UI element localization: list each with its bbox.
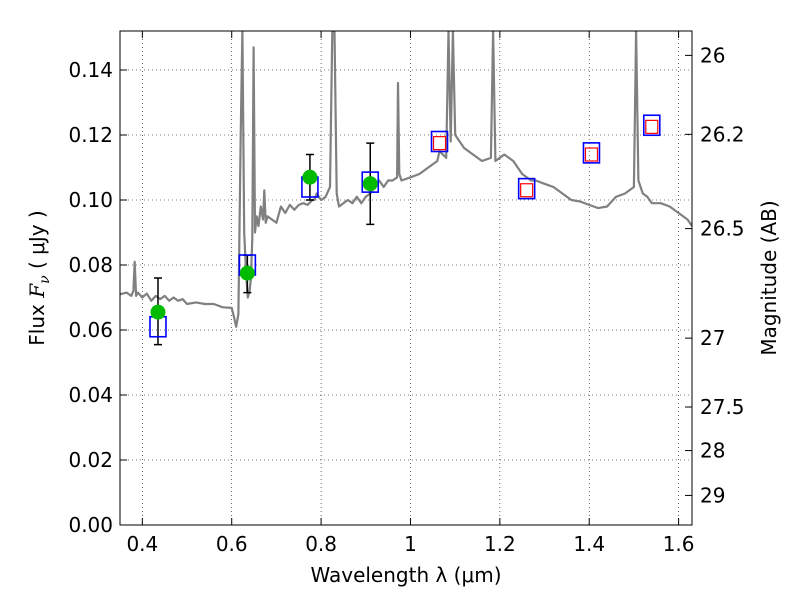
x-tick-label: 1.2 <box>484 532 516 556</box>
x-tick-label: 0.6 <box>216 532 248 556</box>
y2-tick-label: 29 <box>700 483 725 507</box>
x-tick-label: 0.8 <box>305 532 337 556</box>
y-tick-label: 0.06 <box>68 318 113 342</box>
observed-point <box>150 304 166 320</box>
y-tick-label: 0.08 <box>68 253 113 277</box>
y2-tick-label: 27.5 <box>700 395 745 419</box>
y2-tick-label: 26.2 <box>700 122 745 146</box>
x-tick-label: 1 <box>404 532 417 556</box>
observed-point <box>302 169 318 185</box>
y2-tick-label: 26.5 <box>700 217 745 241</box>
y-tick-label: 0.04 <box>68 383 113 407</box>
model-box <box>642 114 661 137</box>
observed-point <box>239 265 255 281</box>
error-bars <box>153 142 375 346</box>
model-box <box>517 177 536 200</box>
y2-axis-label: Magnitude (AB) <box>757 200 781 355</box>
model-box <box>430 130 449 153</box>
predicted-box <box>520 183 534 198</box>
spectrum-line <box>120 31 692 328</box>
predicted-box <box>584 147 599 162</box>
y-tick-label: 0.10 <box>68 188 113 212</box>
box-markers <box>149 114 661 338</box>
y-axis-label: Flux Fν ( μJy ) <box>25 210 53 345</box>
spectrum-series <box>120 31 692 328</box>
y-tick-label: 0.14 <box>68 58 113 82</box>
y-tick-label: 0.00 <box>68 513 113 537</box>
observed-points <box>150 169 378 320</box>
grid <box>120 31 692 525</box>
model-box <box>361 171 380 193</box>
predicted-box <box>432 136 447 151</box>
x-tick-label: 0.4 <box>126 532 158 556</box>
y-tick-label: 0.12 <box>68 123 113 147</box>
model-box <box>582 142 601 164</box>
observed-point <box>362 176 378 192</box>
plot-frame <box>119 30 693 526</box>
y2-tick-label: 26 <box>700 43 725 67</box>
x-axis-label: Wavelength λ (μm) <box>310 563 501 587</box>
x-tick-label: 1.6 <box>663 532 695 556</box>
y-tick-label: 0.02 <box>68 448 113 472</box>
y2-tick-label: 27 <box>700 326 725 350</box>
predicted-box <box>645 119 659 134</box>
axis-ticks: 0.4 0.6 0.8 1 1.2 1.4 1.6 0.00 0.02 0.04 0.06 0.08 0… <box>68 31 745 556</box>
y2-tick-label: 28 <box>700 439 725 463</box>
x-tick-label: 1.4 <box>573 532 605 556</box>
